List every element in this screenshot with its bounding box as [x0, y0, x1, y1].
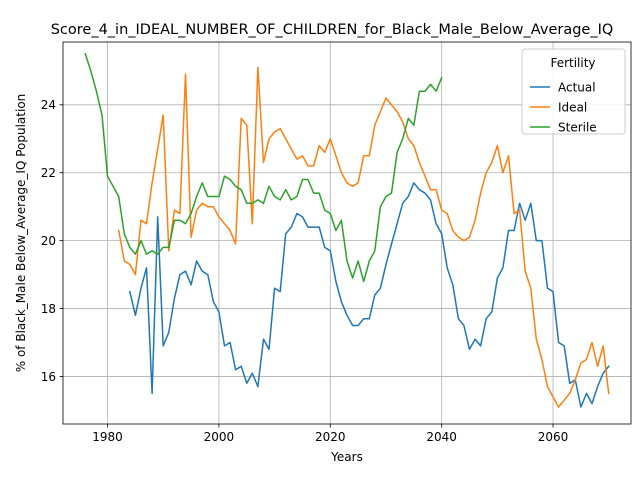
y-tick-label: 24: [41, 98, 56, 112]
x-tick-label: 1980: [92, 430, 123, 444]
y-tick-label: 22: [41, 166, 56, 180]
legend-box: [521, 48, 626, 135]
legend: Fertility Actual Ideal Sterile: [521, 48, 626, 135]
y-axis-label: % of Black_Male Below_Average_IQ Populat…: [14, 94, 28, 373]
legend-label-ideal: Ideal: [558, 100, 587, 114]
legend-label-actual: Actual: [558, 80, 596, 94]
series-line-ideal: [117, 66, 610, 408]
x-tick-label: 2040: [426, 430, 457, 444]
x-tick-label: 2060: [538, 430, 569, 444]
x-axis-label: Years: [330, 450, 363, 464]
legend-title: Fertility: [550, 56, 595, 70]
x-tick-label: 2000: [204, 430, 235, 444]
x-tick-label: 2020: [315, 430, 346, 444]
axis-ticks: 1980 2000 2020 2040 2060 16 18 20 22 24: [41, 98, 569, 444]
legend-label-sterile: Sterile: [558, 120, 597, 134]
y-tick-label: 20: [41, 234, 56, 248]
y-tick-label: 16: [41, 370, 56, 384]
y-tick-label: 18: [41, 302, 56, 316]
chart-title: Score_4_in_IDEAL_NUMBER_OF_CHILDREN_for_…: [51, 22, 614, 38]
series-line-sterile: [84, 52, 443, 283]
plot-frame: [62, 41, 632, 425]
series-line-actual: [128, 182, 610, 408]
series-group: [84, 52, 610, 408]
